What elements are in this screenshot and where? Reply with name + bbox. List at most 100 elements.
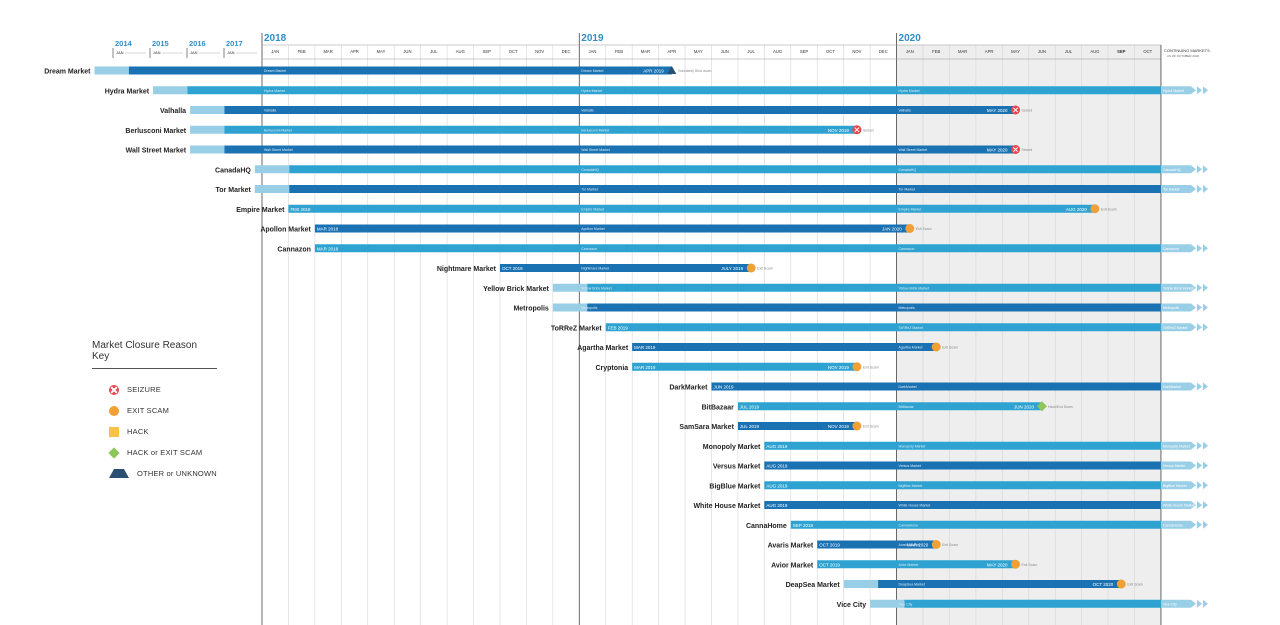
market-bar-name: Vice City (899, 602, 913, 606)
market-start-label: MAR 2018 (317, 227, 339, 232)
market-bar (632, 343, 937, 351)
exit-scam-marker (1116, 579, 1126, 589)
market-bar-name: Cannazon (581, 247, 597, 251)
continuing-arrow (1190, 303, 1196, 312)
continuing-arrow (1196, 86, 1202, 95)
month-label: MAY (694, 49, 703, 54)
exit-scam-marker (746, 263, 756, 273)
market-name-label: CanadaHQ (215, 167, 251, 174)
continuing-arrow (1202, 481, 1208, 490)
continuing-arrow (1196, 303, 1202, 312)
early-year-label: 2015 (152, 39, 169, 48)
market-bar-name: Yellow Brick Market (581, 286, 611, 290)
market-bar-name: Empire Market (899, 207, 922, 211)
continuing-market-name: Hydra Market (1163, 89, 1184, 93)
month-label: MAR (641, 49, 650, 54)
market-bar-name: Empire Market (581, 207, 604, 211)
market-end-label: AUG 2020 (1066, 207, 1088, 212)
market-bar-name: Agartha Market (899, 346, 923, 350)
continuing-arrow (1202, 283, 1208, 292)
market-name-label: BitBazaar (702, 404, 735, 411)
month-label: MAY (377, 49, 386, 54)
market-bar-name: Valhalla (264, 109, 276, 113)
year-label: 2019 (581, 33, 604, 44)
continuing-arrow (1196, 323, 1202, 332)
market-bar (587, 303, 1161, 312)
closure-reason-label: Seized (1022, 148, 1033, 152)
seizure-marker-cross (1012, 107, 1019, 113)
market-name-label: Hydra Market (105, 88, 150, 95)
closure-reason-label: Exit Scam (916, 227, 932, 231)
exit-scam-marker (1011, 559, 1021, 569)
month-label: AUG (773, 49, 782, 54)
early-jan-label: JAN (116, 50, 124, 55)
early-year-label: 2016 (189, 39, 206, 48)
month-label: JUN (721, 49, 729, 54)
market-bar-name: Tor Market (899, 188, 916, 192)
market-bar-name: White House Market (899, 504, 931, 508)
month-label: JUL (430, 49, 438, 54)
early-jan-label: JAN (190, 50, 198, 55)
month-label: APR (668, 49, 677, 54)
continuing-bar-ext (1160, 382, 1191, 391)
month-label: MAR (323, 49, 332, 54)
market-bar (289, 185, 1161, 193)
market-bar (587, 283, 1161, 292)
continuing-markets-label: CONTINUING MARKETS (1164, 48, 1210, 53)
closure-reason-label: Exit Scam (1101, 207, 1117, 211)
market-start-label: OCT 2019 (819, 562, 840, 567)
continuing-market-name: CannaHome (1163, 523, 1183, 527)
exit-scam-marker (931, 342, 941, 352)
continuing-arrow (1202, 382, 1208, 391)
continuing-bar-ext (1160, 244, 1191, 253)
legend-item-other: OTHER or UNKNOWN (92, 463, 217, 484)
market-name-label: Wall Street Market (126, 148, 187, 155)
market-start-label: AUG 2019 (766, 464, 788, 469)
continuing-arrow (1202, 441, 1208, 450)
market-bar-name: Wall Street Market (264, 148, 293, 152)
market-bar-name: ToRReZ Market (899, 326, 924, 330)
exit-scam-marker (931, 540, 941, 549)
exit-scam-icon (109, 405, 119, 416)
market-end-label: MAY 2020 (987, 562, 1008, 567)
market-bar (817, 560, 1016, 569)
month-label: FEB (615, 49, 623, 54)
continuing-arrow (1202, 323, 1208, 332)
market-bar-name: BigBlue Market (899, 484, 923, 488)
continuing-bar-ext (1160, 441, 1191, 450)
seizure-marker-cross (854, 127, 860, 133)
continuing-market-name: Cannazon (1163, 247, 1179, 251)
market-name-label: Cryptonia (595, 365, 628, 372)
market-name-label: Tor Market (216, 187, 252, 194)
continuing-arrow (1190, 599, 1196, 608)
hack-icon (109, 426, 119, 437)
market-bar-lead (552, 283, 588, 292)
market-start-label: MAR 2019 (634, 365, 656, 370)
continuing-arrow (1196, 185, 1202, 193)
market-bar-name: Yellow Brick Market (899, 286, 929, 290)
market-bar-name: DeapSea Market (899, 583, 925, 587)
continuing-arrow (1190, 283, 1196, 292)
continuing-arrow (1202, 303, 1208, 312)
closure-reason-label: Hack/Exit Scam (1048, 405, 1073, 409)
continuing-arrow (1196, 165, 1202, 174)
market-bar (878, 580, 1122, 588)
seizure-marker-cross (1012, 146, 1019, 153)
legend-title: Market Closure Reason Key (92, 340, 217, 369)
month-label: JAN (271, 49, 279, 54)
early-year-label: 2014 (115, 39, 133, 48)
market-bar-name: Hydra Market (581, 89, 602, 93)
market-name-label: Cannazon (277, 246, 310, 253)
market-name-label: CannaHome (746, 523, 787, 530)
market-bar (790, 520, 1161, 529)
market-bar-name: Berlusconi Market (264, 128, 292, 132)
month-label: APR (985, 49, 994, 54)
market-bar-name: Wall Street Market (581, 148, 610, 152)
continuing-arrow (1190, 165, 1196, 174)
closure-reason-legend: Market Closure Reason Key SEIZURE EXIT S… (92, 340, 217, 484)
month-label: NOV (852, 49, 861, 54)
market-bar-name: Valhalla (581, 109, 593, 113)
continuing-bar-ext (1160, 520, 1191, 529)
hack-or-exit-scam-icon (108, 446, 120, 459)
